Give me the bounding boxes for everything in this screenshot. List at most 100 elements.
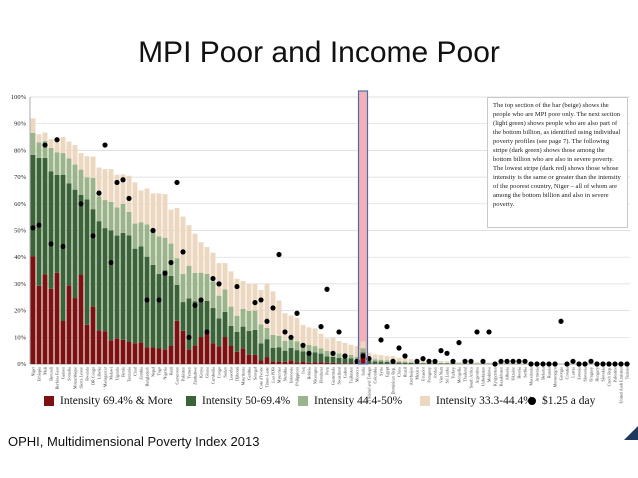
data-point	[618, 361, 624, 367]
data-point	[390, 358, 396, 364]
bar-segment	[144, 224, 150, 257]
bar-segment	[186, 225, 192, 266]
bar-segment	[348, 363, 354, 364]
x-tick-label: Somalia	[66, 367, 71, 381]
x-tick-label: Benin	[120, 366, 125, 377]
data-point	[336, 329, 342, 335]
bar-segment	[306, 362, 312, 364]
data-point	[360, 353, 366, 359]
data-point	[594, 361, 600, 367]
data-point	[294, 310, 300, 316]
data-point	[570, 358, 576, 364]
x-tick-label: Myanmar	[276, 366, 281, 383]
y-tick-label: 20%	[14, 308, 27, 315]
bar-segment	[102, 200, 108, 229]
bar-segment	[168, 243, 174, 276]
bar-segment	[234, 351, 240, 364]
data-point	[516, 358, 522, 364]
data-point	[540, 361, 546, 367]
y-tick-label: 100%	[11, 94, 27, 101]
bar-segment	[150, 264, 156, 348]
bar-segment	[408, 359, 414, 363]
bar-segment	[90, 306, 96, 364]
data-point	[216, 281, 222, 287]
bar-segment	[168, 345, 174, 364]
bar-segment	[456, 362, 462, 364]
data-point	[552, 361, 558, 367]
bar-segment	[270, 291, 276, 335]
bar-segment	[318, 348, 324, 354]
data-point	[234, 283, 240, 290]
data-point	[564, 361, 570, 367]
data-point	[174, 179, 180, 186]
x-tick-label: China	[396, 367, 401, 377]
bar-segment	[444, 361, 450, 363]
bar-segment	[78, 274, 84, 364]
bar-segment	[126, 211, 132, 236]
bar-segment	[216, 318, 222, 347]
bar-segment	[330, 362, 336, 364]
data-point	[54, 137, 60, 143]
bar-segment	[150, 193, 156, 230]
bar-segment	[312, 362, 318, 364]
bar-segment	[156, 236, 162, 275]
x-tick-label: Hungary	[594, 366, 599, 382]
bar-segment	[186, 349, 192, 364]
bar-segment	[174, 320, 180, 364]
data-point	[462, 358, 468, 364]
bar-segment	[438, 362, 444, 364]
x-tick-label: Timor-Leste	[264, 367, 269, 388]
data-point	[204, 329, 210, 335]
bar-segment	[252, 354, 258, 364]
bar-segment	[114, 338, 120, 364]
bar-segment	[444, 363, 450, 364]
x-tick-label: Indonesia	[288, 367, 293, 383]
bar-segment	[162, 194, 168, 238]
bar-segment	[384, 361, 390, 364]
bar-segment	[216, 263, 222, 296]
data-point	[432, 358, 438, 364]
x-tick-label: Senegal	[252, 366, 257, 380]
bar-segment	[66, 141, 72, 159]
bar-segment	[240, 326, 246, 349]
bar-segment	[30, 118, 36, 133]
bar-segment	[168, 209, 174, 244]
bar-segment	[114, 207, 120, 236]
data-point	[102, 142, 108, 148]
bar-segment	[360, 357, 366, 364]
x-tick-label: Estonia	[576, 367, 581, 380]
data-point	[588, 358, 594, 364]
bar-segment	[246, 354, 252, 364]
x-tick-label: Sri Lanka	[444, 367, 449, 384]
x-tick-label: Burundi	[48, 366, 53, 381]
x-tick-label: Pakistan	[180, 366, 185, 381]
bar-segment	[306, 345, 312, 353]
data-point	[486, 329, 492, 335]
bar-segment	[438, 361, 444, 363]
bar-segment	[342, 342, 348, 355]
x-tick-label: Swaziland	[336, 366, 341, 384]
bar-segment	[162, 237, 168, 271]
bar-segment	[30, 256, 36, 364]
bar-segment	[366, 352, 372, 359]
data-point	[264, 318, 270, 324]
x-tick-label: Ghana	[204, 367, 209, 378]
x-tick-label: Brazil	[402, 366, 407, 377]
income-poverty-dots	[30, 137, 630, 367]
bar-segment	[36, 134, 42, 143]
bar-segment	[84, 177, 90, 200]
bar-segment	[474, 362, 480, 364]
data-point	[498, 358, 504, 364]
bar-segment	[54, 174, 60, 273]
bar-segment	[150, 229, 156, 265]
bar-segment	[348, 344, 354, 355]
bar-segment	[210, 252, 216, 282]
x-tick-label: Chad	[132, 366, 137, 376]
bar-segment	[60, 153, 66, 175]
x-tick-label: Serbia	[522, 367, 527, 378]
data-point	[576, 361, 582, 367]
x-tick-label: Haiti	[168, 366, 173, 375]
data-point	[480, 358, 486, 364]
x-tick-label: Gabon	[342, 366, 347, 378]
bar-segment	[258, 360, 264, 364]
